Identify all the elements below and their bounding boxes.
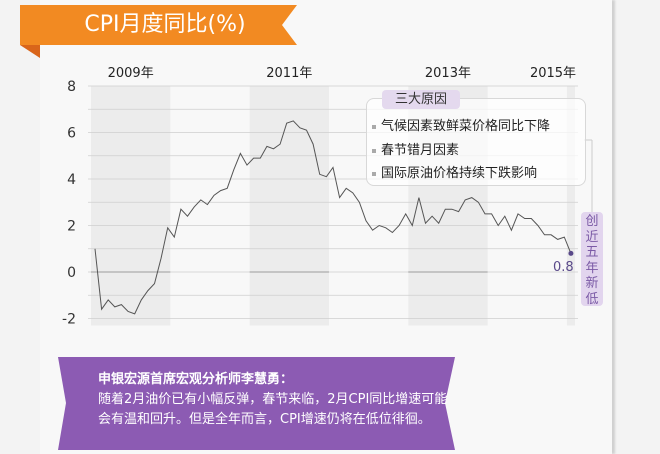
year-band [566,86,575,326]
reason-text: 气候因素致鲜菜价格同比下降 [381,119,551,134]
last-value-label: 0.8 [553,260,574,275]
five-year-low-label: 创近五年新低 [581,212,603,307]
y-tick-label: 4 [67,172,76,188]
reason-text: 国际原油价格持续下跌影响 [381,166,538,181]
y-tick-label: 0 [67,265,76,281]
y-tick-label: -2 [62,312,76,328]
callout-title: 三大原因 [382,90,460,109]
y-tick-label: 6 [67,126,76,142]
year-label: 2009年 [108,66,154,81]
year-label: 2015年 [530,66,576,81]
reason-text: 春节错月因素 [381,143,460,158]
reason-item: 气候因素致鲜菜价格同比下降 [372,115,550,134]
y-tick-label: 8 [67,79,76,95]
title-ribbon [20,5,297,58]
note-body: 随着2月油价已有小幅反弹，春节来临，2月CPI同比增速可能会有温和回升。但是全年… [98,392,448,427]
reason-item: 国际原油价格持续下跌影响 [372,162,537,181]
cpi-series-line [94,120,572,315]
reason-item: 春节错月因素 [372,139,459,158]
note-heading: 申银宏源首席宏观分析师李慧勇： [98,372,294,387]
year-label: 2011年 [266,66,312,81]
reasons-callout [366,98,586,186]
bullet-icon [372,124,376,129]
y-tick-label: 2 [67,219,76,235]
last-point-marker [568,250,574,256]
chart-title: CPI月度同比(%) [84,12,246,37]
analyst-note: 申银宏源首席宏观分析师李慧勇： 随着2月油价已有小幅反弹，春节来临，2月CPI同… [98,370,458,430]
bullet-icon [372,148,376,153]
year-label: 2013年 [425,66,471,81]
year-band [91,86,171,326]
bullet-icon [372,171,376,176]
year-band [249,86,329,326]
